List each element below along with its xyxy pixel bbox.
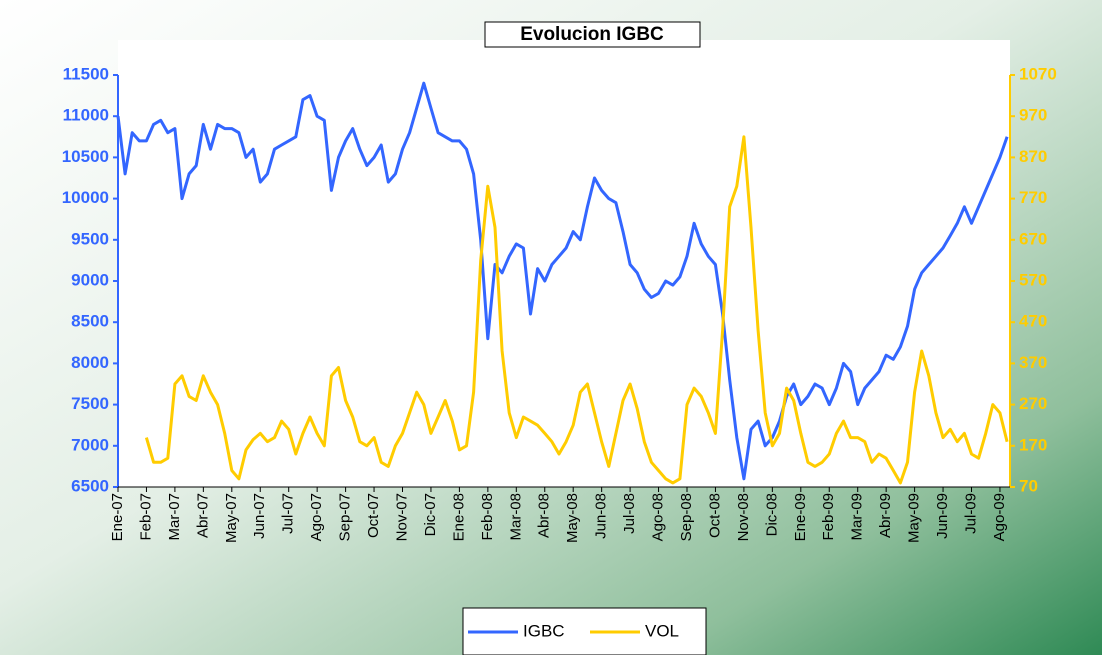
y-tick-label: 8000 — [71, 353, 109, 372]
x-tick-label: Dic-08 — [763, 493, 780, 536]
x-tick-label: Mar-08 — [507, 493, 524, 541]
y-tick-label: 8500 — [71, 312, 109, 331]
x-tick-label: Ene-07 — [109, 493, 126, 541]
x-tick-label: Jun-09 — [934, 493, 951, 539]
x-tick-label: May-08 — [564, 493, 581, 543]
y2-tick-label: 670 — [1019, 229, 1047, 248]
plot-area — [118, 40, 1010, 487]
x-tick-label: Jun-07 — [251, 493, 268, 539]
x-tick-label: Mar-09 — [849, 493, 866, 541]
x-tick-label: Feb-09 — [820, 493, 837, 541]
x-tick-label: May-09 — [906, 493, 923, 543]
y2-tick-label: 570 — [1019, 270, 1047, 289]
x-tick-label: Abr-09 — [877, 493, 894, 538]
y2-tick-label: 770 — [1019, 188, 1047, 207]
x-tick-label: Dic-07 — [422, 493, 439, 536]
y-tick-label: 7000 — [71, 435, 109, 454]
y2-tick-label: 270 — [1019, 394, 1047, 413]
chart-title: Evolucion IGBC — [520, 24, 664, 45]
y-tick-label: 9500 — [71, 229, 109, 248]
y-tick-label: 10500 — [62, 147, 109, 166]
x-tick-label: Nov-07 — [393, 493, 410, 541]
y-tick-label: 9000 — [71, 270, 109, 289]
y2-tick-label: 970 — [1019, 106, 1047, 125]
x-tick-label: Oct-07 — [365, 493, 382, 538]
y-tick-label: 10000 — [62, 188, 109, 207]
y2-tick-label: 170 — [1019, 435, 1047, 454]
x-tick-label: Abr-08 — [536, 493, 553, 538]
x-tick-label: Jul-07 — [280, 493, 297, 534]
y2-tick-label: 370 — [1019, 353, 1047, 372]
x-tick-label: Abr-07 — [194, 493, 211, 538]
x-tick-label: Nov-08 — [735, 493, 752, 541]
legend-label: VOL — [645, 621, 679, 640]
x-tick-label: Jun-08 — [593, 493, 610, 539]
x-tick-label: Mar-07 — [166, 493, 183, 541]
x-tick-label: Ago-08 — [650, 493, 667, 541]
y-tick-label: 11500 — [63, 64, 109, 83]
x-tick-label: Feb-08 — [479, 493, 496, 541]
x-tick-label: Ago-09 — [991, 493, 1008, 541]
x-tick-label: Ene-08 — [450, 493, 467, 541]
y-tick-label: 7500 — [71, 394, 109, 413]
title-box — [484, 21, 701, 48]
x-tick-label: Ene-09 — [792, 493, 809, 541]
x-tick-label: May-07 — [223, 493, 240, 543]
series-line — [116, 81, 1009, 481]
x-tick-label: Sep-07 — [337, 493, 354, 541]
x-tick-label: Ago-07 — [308, 493, 325, 541]
y-tick-label: 11000 — [63, 106, 109, 125]
legend-label: IGBC — [523, 621, 565, 640]
x-tick-label: Jul-08 — [621, 493, 638, 534]
x-tick-label: Oct-08 — [706, 493, 723, 538]
y2-tick-label: 870 — [1019, 147, 1047, 166]
y2-tick-label: 1070 — [1019, 64, 1057, 83]
y2-tick-label: 470 — [1019, 312, 1047, 331]
x-tick-label: Jul-09 — [962, 493, 979, 534]
x-tick-label: Sep-08 — [678, 493, 695, 541]
y2-tick-label: 70 — [1019, 476, 1038, 495]
x-tick-label: Feb-07 — [137, 493, 154, 541]
y-tick-label: 6500 — [71, 476, 109, 495]
series-line — [144, 135, 1009, 485]
